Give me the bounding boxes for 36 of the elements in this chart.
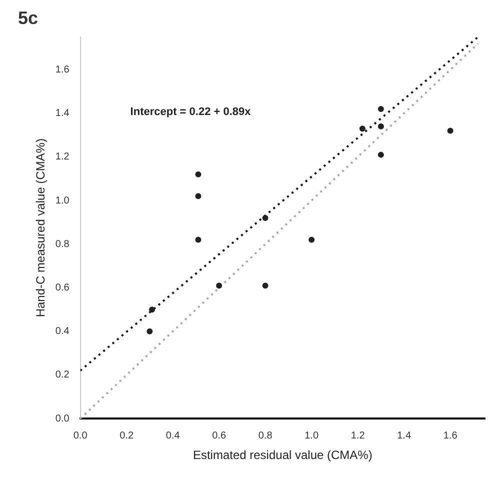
point	[195, 236, 202, 243]
point	[195, 193, 202, 200]
x-tick-label: 0.8	[258, 430, 273, 442]
y-axis-title: Hand-C measured value (CMA%)	[34, 138, 48, 318]
point	[195, 171, 202, 178]
y-tick-label: 0.4	[55, 326, 70, 338]
x-tick-label: 1.4	[397, 430, 412, 442]
annotation: Intercept = 0.22 + 0.89x	[130, 106, 252, 118]
x-tick-label: 1.2	[350, 430, 366, 442]
point	[148, 306, 155, 313]
x-tick-label: 1.0	[304, 430, 319, 442]
x-tick-label: 1.6	[443, 430, 458, 442]
point	[447, 128, 454, 134]
point	[308, 236, 315, 243]
point	[262, 282, 268, 289]
point	[378, 123, 384, 130]
x-axis-title: Estimated residual value (CMA%)	[192, 448, 372, 462]
point	[359, 126, 366, 132]
point	[378, 152, 384, 158]
x-tick-label: 0.4	[166, 430, 180, 442]
x-tick-label: 0.2	[120, 430, 134, 442]
chart-title: 5c	[18, 8, 38, 29]
y-tick-label: 1.6	[55, 64, 70, 76]
point	[216, 282, 222, 289]
x-tick-label: 0.6	[212, 430, 226, 442]
y-tick-label: 1.2	[55, 152, 70, 163]
y-tick-label: 0.2	[55, 370, 70, 381]
y-tick-label: 1.4	[55, 108, 70, 120]
point	[146, 328, 153, 334]
y-tick-label: 0.8	[55, 238, 70, 250]
point	[262, 214, 268, 221]
point	[378, 106, 384, 112]
x-tick-label: 0.0	[73, 430, 88, 442]
y-tick-label: 0.0	[55, 413, 70, 424]
y-tick-label: 1.0	[55, 195, 70, 206]
y-tick-label: 0.6	[55, 282, 70, 294]
